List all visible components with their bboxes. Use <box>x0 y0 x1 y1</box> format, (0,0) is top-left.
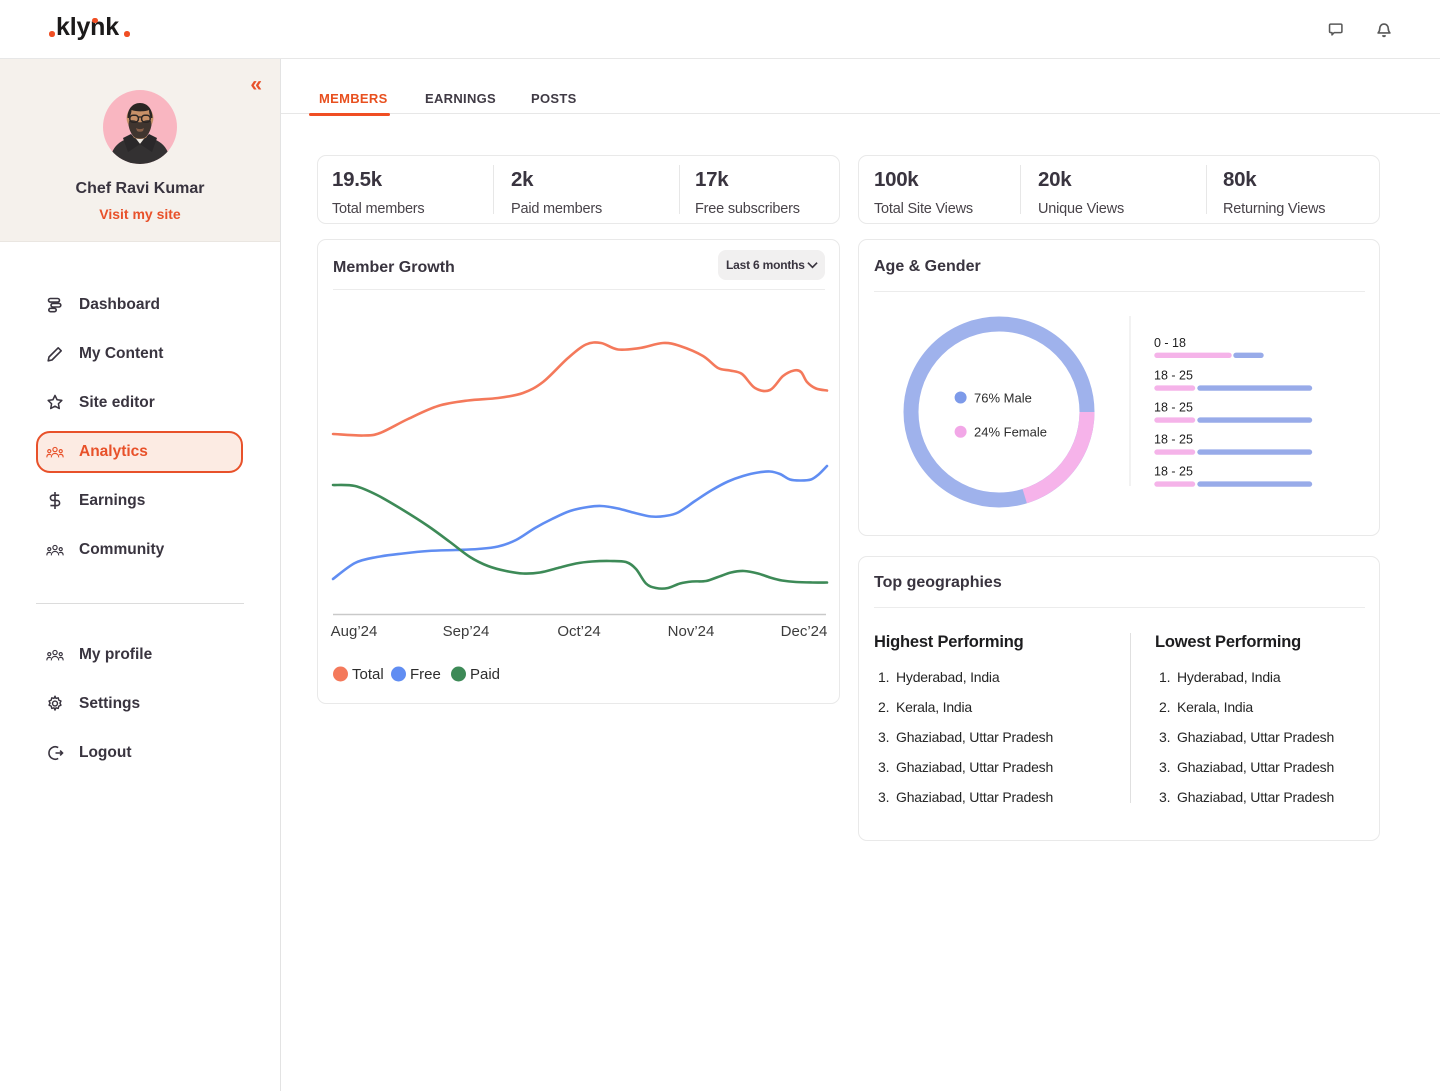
svg-text:18 - 25: 18 - 25 <box>1154 369 1193 383</box>
svg-text:18 - 25: 18 - 25 <box>1154 401 1193 415</box>
svg-text:Sep’24: Sep’24 <box>443 623 490 640</box>
svg-text:18 - 25: 18 - 25 <box>1154 465 1193 479</box>
svg-text:Dec’24: Dec’24 <box>781 623 828 640</box>
svg-text:Paid: Paid <box>470 666 500 683</box>
svg-text:Nov’24: Nov’24 <box>668 623 715 640</box>
svg-text:Aug’24: Aug’24 <box>331 623 378 640</box>
svg-text:76% Male: 76% Male <box>974 391 1032 406</box>
svg-text:18 - 25: 18 - 25 <box>1154 433 1193 447</box>
svg-text:0 - 18: 0 - 18 <box>1154 336 1186 350</box>
svg-text:Oct’24: Oct’24 <box>557 623 600 640</box>
svg-text:Total: Total <box>352 666 384 683</box>
svg-text:Free: Free <box>410 666 441 683</box>
svg-text:24% Female: 24% Female <box>974 425 1047 440</box>
